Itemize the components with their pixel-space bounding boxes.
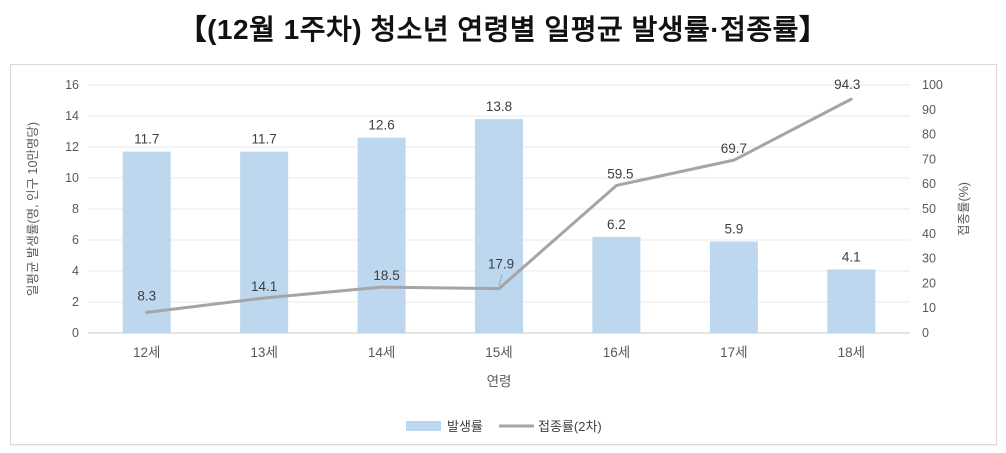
bar [592,236,641,333]
x-tick-label: 18세 [838,345,865,360]
bar-value-label: 4.1 [842,249,861,264]
left-axis-title: 일평균 발생률(명, 인구 10만명당) [26,122,40,296]
left-tick-label: 12 [65,140,79,154]
right-tick-label: 10 [922,301,936,315]
right-tick-label: 100 [922,78,943,92]
bar [357,137,406,333]
bar-value-label: 11.7 [134,132,159,147]
right-tick-label: 20 [922,276,936,290]
chart-title: 【(12월 1주차) 청소년 연령별 일평균 발생률·접종률】 [178,14,828,45]
label-leader-line [498,274,503,286]
right-tick-label: 60 [922,177,936,191]
bar [709,241,758,333]
left-tick-label: 16 [65,78,79,92]
bar-value-label: 6.2 [607,217,626,232]
left-tick-label: 6 [72,233,79,247]
left-tick-label: 0 [72,326,79,340]
combo-chart-canvas: 0 2 4 6 8 10 12 14 16 0 10 20 30 40 50 60 70 80 90 100 11.7 1… [26,77,971,434]
x-tick-label: 14세 [368,345,395,360]
bar-value-label: 13.8 [486,99,512,114]
x-tick-label: 13세 [250,345,277,360]
line-value-label: 59.5 [607,166,633,181]
right-tick-label: 50 [922,202,936,216]
bar [475,119,523,333]
right-tick-label: 0 [922,326,929,340]
x-tick-label: 12세 [133,345,160,360]
left-tick-label: 8 [72,202,79,216]
right-tick-label: 40 [922,227,936,241]
bar-value-label: 12.6 [368,118,394,133]
right-axis-title: 접종률(%) [957,182,971,236]
left-tick-label: 10 [65,171,79,185]
left-tick-label: 4 [72,264,79,278]
chart-panel: 0 2 4 6 8 10 12 14 16 0 10 20 30 40 50 60 70 80 90 100 11.7 1… [10,64,997,445]
right-tick-label: 70 [922,152,936,166]
line-value-label: 14.1 [251,279,277,294]
bar [240,151,289,333]
bar-value-label: 11.7 [252,132,277,147]
line-value-label: 17.9 [488,257,514,272]
line-value-label: 8.3 [137,288,156,303]
x-tick-label: 16세 [603,345,630,360]
x-tick-label: 15세 [485,345,512,360]
line-value-label: 94.3 [834,77,860,92]
x-tick-label: 17세 [720,345,747,360]
left-tick-label: 2 [72,295,79,309]
bar [827,269,876,333]
left-tick-label: 14 [65,109,79,123]
bar [122,151,171,333]
right-tick-label: 80 [922,128,936,142]
trend-line [145,97,853,314]
x-axis-title: 연령 [487,374,512,389]
legend-swatch-bar [406,421,441,431]
bar-value-label: 5.9 [724,222,743,237]
line-value-label: 69.7 [721,141,747,156]
legend-label-line: 접종률(2차) [538,419,602,434]
line-value-label: 18.5 [373,268,399,283]
right-tick-label: 30 [922,252,936,266]
right-tick-label: 90 [922,103,936,117]
legend-label-bar: 발생률 [447,419,483,434]
